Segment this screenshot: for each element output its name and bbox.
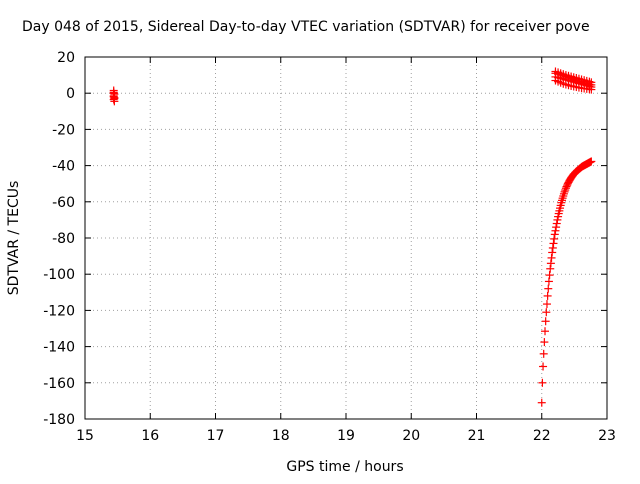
data-point xyxy=(547,253,556,262)
y-tick-label: -160 xyxy=(43,376,75,392)
data-point xyxy=(559,192,568,201)
data-point xyxy=(546,259,555,268)
grid xyxy=(85,57,607,419)
data-point xyxy=(544,277,553,286)
y-tick-label: -80 xyxy=(52,231,75,247)
chart-title: Day 048 of 2015, Sidereal Day-to-day VTE… xyxy=(22,19,590,35)
y-tick-label: -40 xyxy=(52,159,75,175)
y-tick-label: -20 xyxy=(52,122,75,138)
x-tick-label: 23 xyxy=(598,428,616,444)
data-point xyxy=(550,230,559,239)
data-point xyxy=(549,239,558,248)
data-point xyxy=(109,92,118,101)
data-point xyxy=(587,157,596,166)
y-tick-label: -100 xyxy=(43,267,75,283)
data-point xyxy=(541,317,550,326)
data-point xyxy=(110,94,119,103)
data-point xyxy=(552,219,561,228)
x-tick-label: 19 xyxy=(337,428,355,444)
y-tick-label: -180 xyxy=(43,412,75,428)
x-tick-label: 15 xyxy=(76,428,94,444)
data-point xyxy=(560,187,569,196)
x-tick-label: 22 xyxy=(533,428,551,444)
data-point xyxy=(541,327,550,336)
y-axis-label: SDTVAR / TECUs xyxy=(6,181,22,296)
y-tick-label: -140 xyxy=(43,340,75,356)
x-tick-label: 17 xyxy=(207,428,225,444)
data-point xyxy=(545,271,554,280)
data-point xyxy=(551,226,560,235)
x-tick-label: 16 xyxy=(141,428,159,444)
data-point xyxy=(561,186,570,195)
data-point xyxy=(540,338,549,347)
data-point xyxy=(544,284,553,293)
y-tick-label: 20 xyxy=(57,50,75,66)
data-point xyxy=(559,189,568,198)
data-point xyxy=(546,264,555,273)
data-point xyxy=(548,248,557,257)
data-point xyxy=(542,308,551,317)
data-series xyxy=(109,67,596,407)
data-point xyxy=(585,80,594,89)
data-point xyxy=(548,243,557,252)
data-point xyxy=(550,234,559,243)
data-point xyxy=(543,291,552,300)
data-point xyxy=(587,80,596,89)
x-tick-label: 18 xyxy=(272,428,290,444)
data-point xyxy=(537,398,546,407)
data-point xyxy=(552,223,561,232)
data-point xyxy=(542,300,551,309)
ticks: 15 16 17 18 19 20 21 22 23 20 0 -20 -40 -60 -80 -100 -12… xyxy=(43,50,616,444)
y-tick-label: -120 xyxy=(43,303,75,319)
x-axis-label: GPS time / hours xyxy=(286,459,403,475)
y-tick-label: -60 xyxy=(52,195,75,211)
data-point xyxy=(539,349,548,358)
data-point xyxy=(538,378,547,387)
x-tick-label: 20 xyxy=(402,428,420,444)
data-point xyxy=(558,194,567,203)
data-point xyxy=(539,362,548,371)
y-tick-label: 0 xyxy=(66,86,75,102)
x-tick-label: 21 xyxy=(468,428,486,444)
